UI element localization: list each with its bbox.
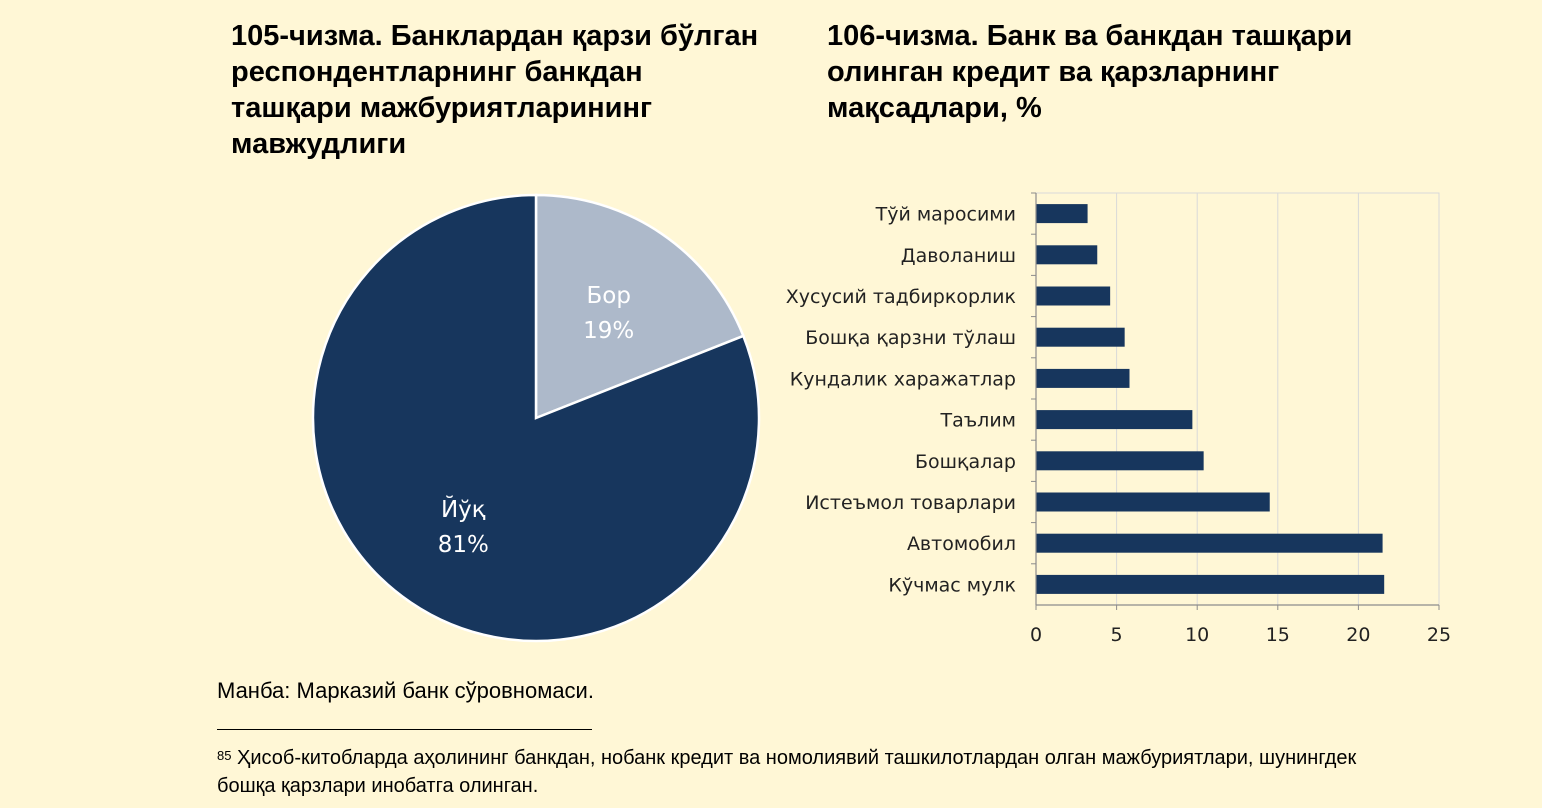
x-tick-label-0: 0 xyxy=(1030,624,1042,646)
pie-slice-value-0: 19% xyxy=(583,318,634,344)
footnote-text: Ҳисоб-китобларда аҳолининг банкдан, ноба… xyxy=(217,747,1357,797)
footnote-number: 85 xyxy=(217,748,232,763)
bar-0 xyxy=(1036,204,1088,224)
bar-3 xyxy=(1036,327,1125,347)
source-note: Манба: Марказий банк сўровномаси. xyxy=(217,678,594,703)
category-label-2: Хусусий тадбиркорлик xyxy=(786,286,1016,308)
category-label-5: Таълим xyxy=(940,410,1017,432)
bar-7 xyxy=(1036,492,1270,512)
pie-slice-1 xyxy=(311,193,761,643)
bar-6 xyxy=(1036,451,1204,471)
category-label-1: Даволаниш xyxy=(901,245,1016,267)
bar-5 xyxy=(1036,410,1193,430)
category-label-9: Кўчмас мулк xyxy=(888,574,1016,596)
bar-9 xyxy=(1036,574,1385,594)
x-tick-label-4: 20 xyxy=(1346,624,1370,646)
x-tick-label-1: 5 xyxy=(1111,624,1123,646)
bar-chart-title: 106-чизма. Банк ва банкдан ташқари олинг… xyxy=(827,20,1353,124)
footnote-divider xyxy=(217,729,592,730)
bar-2 xyxy=(1036,286,1111,306)
category-label-3: Бошқа қарзни тўлаш xyxy=(805,327,1016,349)
category-label-4: Кундалик харажатлар xyxy=(790,368,1016,390)
pie-slice-label-0: Бор xyxy=(586,283,630,309)
category-label-8: Автомобил xyxy=(907,533,1016,555)
x-tick-label-5: 25 xyxy=(1427,624,1451,646)
x-tick-label-2: 10 xyxy=(1185,624,1209,646)
bar-8 xyxy=(1036,533,1383,553)
pie-slice-0 xyxy=(534,193,745,420)
x-tick-label-3: 15 xyxy=(1266,624,1290,646)
category-label-6: Бошқалар xyxy=(915,451,1016,473)
pie-slice-label-1: Йўқ xyxy=(441,495,486,523)
category-label-0: Тўй маросими xyxy=(875,204,1016,226)
bar-1 xyxy=(1036,245,1098,265)
pie-chart-title: 105-чизма. Банклардан қарзи бўлган респо… xyxy=(231,20,759,160)
footnote: 85 Ҳисоб-китобларда аҳолининг банкдан, н… xyxy=(217,744,1367,800)
category-label-7: Истеъмол товарлари xyxy=(805,492,1016,514)
bar-4 xyxy=(1036,368,1130,388)
pie-slice-value-1: 81% xyxy=(438,532,489,558)
